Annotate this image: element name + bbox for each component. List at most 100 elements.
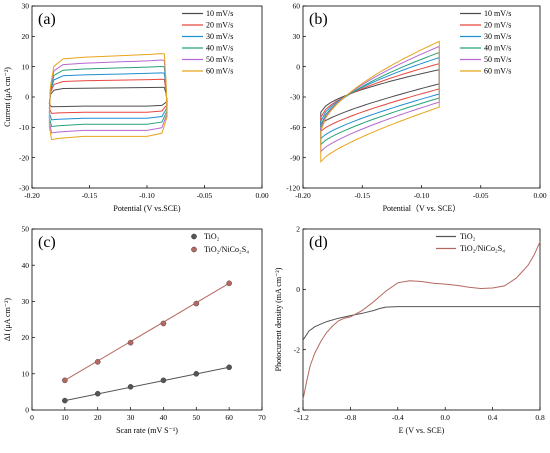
y-tick-label: 40 bbox=[22, 261, 30, 270]
x-tick-label: 0.4 bbox=[488, 413, 498, 422]
x-tick-label: -0.10 bbox=[139, 191, 155, 200]
photocurrent-curve-nicos bbox=[302, 241, 541, 400]
x-axis-label: Potential（V vs. SCE） bbox=[383, 204, 461, 213]
x-tick-label: 0.0 bbox=[441, 413, 451, 422]
legend-label: 50 mV/s bbox=[206, 55, 233, 64]
legend-label: TiO₂/NiCo₂S₄ bbox=[204, 245, 249, 254]
x-tick-label: -0.10 bbox=[414, 191, 430, 200]
x-axis-label: E (V vs. SCE) bbox=[399, 426, 445, 435]
y-tick-label: -20 bbox=[19, 153, 29, 162]
data-point-nicos bbox=[160, 320, 167, 327]
y-tick-label: 60 bbox=[293, 2, 301, 11]
data-point-tio2 bbox=[160, 377, 167, 384]
photocurrent-curve-tio2 bbox=[302, 306, 540, 341]
data-point-nicos bbox=[127, 339, 134, 346]
y-axis-label: Photocurrent density (mA cm⁻²) bbox=[274, 267, 283, 371]
x-axis-label: Potential (V vs.SCE) bbox=[113, 204, 181, 213]
x-tick-label: 10 bbox=[61, 413, 69, 422]
x-tick-label: 0.00 bbox=[255, 191, 268, 200]
x-tick-label: -0.4 bbox=[392, 413, 404, 422]
fit-line-nicos bbox=[64, 282, 230, 381]
y-tick-label: 30 bbox=[293, 32, 301, 41]
x-tick-label: -0.15 bbox=[354, 191, 370, 200]
data-point-nicos bbox=[193, 300, 200, 307]
x-tick-label: -0.05 bbox=[197, 191, 213, 200]
y-tick-label: 20 bbox=[22, 333, 30, 342]
data-point-tio2 bbox=[62, 397, 68, 404]
x-tick-label: 70 bbox=[258, 413, 266, 422]
legend-label: 40 mV/s bbox=[206, 44, 233, 53]
data-point-nicos bbox=[62, 377, 68, 384]
legend-label: 20 mV/s bbox=[484, 21, 511, 30]
cv-curve-60 bbox=[320, 40, 440, 163]
panel-d: -1.2 -0.8 -0.4 0.0 0.4 0.8 -4 -2 0 2 E (V vs. SCE)… bbox=[274, 225, 545, 435]
legend-label: 10 mV/s bbox=[484, 9, 511, 18]
legend-label: 50 mV/s bbox=[484, 55, 511, 64]
x-tick-label: 40 bbox=[160, 413, 168, 422]
y-tick-label: 0 bbox=[25, 93, 29, 102]
y-axis-label: ΔI (μA cm⁻²) bbox=[3, 298, 12, 341]
legend-label: TiO₂ bbox=[204, 232, 220, 241]
legend-label: 60 mV/s bbox=[484, 67, 511, 76]
y-tick-label: -4 bbox=[294, 406, 300, 415]
y-tick-label: -10 bbox=[19, 123, 29, 132]
legend-label: 30 mV/s bbox=[484, 32, 511, 41]
x-tick-label: 0 bbox=[30, 413, 34, 422]
cv-curve-20 bbox=[48, 78, 168, 114]
cv-curve-50 bbox=[48, 59, 168, 134]
cv-curve-30 bbox=[320, 56, 440, 140]
x-tick-label: 0.00 bbox=[533, 191, 546, 200]
y-tick-label: 0 bbox=[296, 285, 300, 294]
y-tick-label: -30 bbox=[19, 184, 29, 193]
data-point-nicos bbox=[94, 359, 101, 365]
x-tick-label: 50 bbox=[193, 413, 201, 422]
legend-label: TiO₂ bbox=[460, 232, 476, 241]
x-tick-label: -0.20 bbox=[295, 191, 311, 200]
y-tick-label: 0 bbox=[296, 62, 300, 71]
plot-frame bbox=[31, 228, 263, 411]
cv-curve-10 bbox=[320, 69, 440, 126]
x-tick-label: -0.15 bbox=[82, 191, 98, 200]
legend-label: 60 mV/s bbox=[206, 67, 233, 76]
y-tick-label: 30 bbox=[22, 297, 30, 306]
panel-a: -0.20 -0.15 -0.10 -0.05 0.00 -30 -20 -10 0 10 20 30… bbox=[3, 2, 269, 213]
legend-label: TiO₂/NiCo₂S₄ bbox=[460, 244, 505, 253]
legend-label: 40 mV/s bbox=[484, 44, 511, 53]
x-tick-label: -1.2 bbox=[297, 413, 309, 422]
panel-label: (c) bbox=[38, 234, 56, 251]
data-point-tio2 bbox=[127, 384, 134, 390]
panel-c: 0 10 20 30 40 50 60 70 0 10 20 30 40 50 Scan rate (mV … bbox=[3, 225, 266, 435]
panel-b: -0.20 -0.15 -0.10 -0.05 0.00 -120 -90 -60 -30 0 30… bbox=[286, 2, 547, 213]
data-point-tio2 bbox=[94, 390, 101, 397]
y-tick-label: 20 bbox=[22, 32, 30, 41]
y-tick-label: 10 bbox=[22, 62, 30, 71]
panel-label: (d) bbox=[309, 234, 328, 251]
panel-label: (b) bbox=[309, 11, 328, 28]
x-tick-label: 60 bbox=[225, 413, 233, 422]
panel-label: (a) bbox=[38, 11, 56, 28]
x-tick-label: 30 bbox=[127, 413, 135, 422]
x-tick-label: 0.8 bbox=[535, 413, 545, 422]
data-point-tio2 bbox=[193, 370, 200, 377]
y-tick-label: -2 bbox=[294, 345, 300, 354]
x-tick-label: -0.20 bbox=[24, 191, 40, 200]
y-axis-label: Current (μA cm⁻²) bbox=[3, 67, 12, 127]
x-tick-label: -0.8 bbox=[344, 413, 356, 422]
data-point-tio2 bbox=[226, 364, 232, 371]
legend-marker-tio2 bbox=[191, 233, 197, 240]
x-tick-label: 20 bbox=[94, 413, 102, 422]
y-tick-label: 50 bbox=[22, 225, 30, 234]
cv-curve-10 bbox=[48, 86, 168, 108]
fit-line-tio2 bbox=[64, 366, 230, 402]
cv-curve-60 bbox=[48, 53, 168, 141]
x-axis-label: Scan rate (mV S⁻¹) bbox=[116, 426, 178, 435]
legend-marker-nicos bbox=[191, 246, 197, 253]
y-tick-label: -60 bbox=[290, 123, 300, 132]
data-point-nicos bbox=[226, 280, 232, 287]
plot-frame bbox=[302, 228, 541, 411]
y-tick-label: -30 bbox=[290, 93, 300, 102]
y-tick-label: 0 bbox=[25, 406, 29, 415]
y-tick-label: 10 bbox=[22, 369, 30, 378]
y-tick-label: -90 bbox=[290, 153, 300, 162]
